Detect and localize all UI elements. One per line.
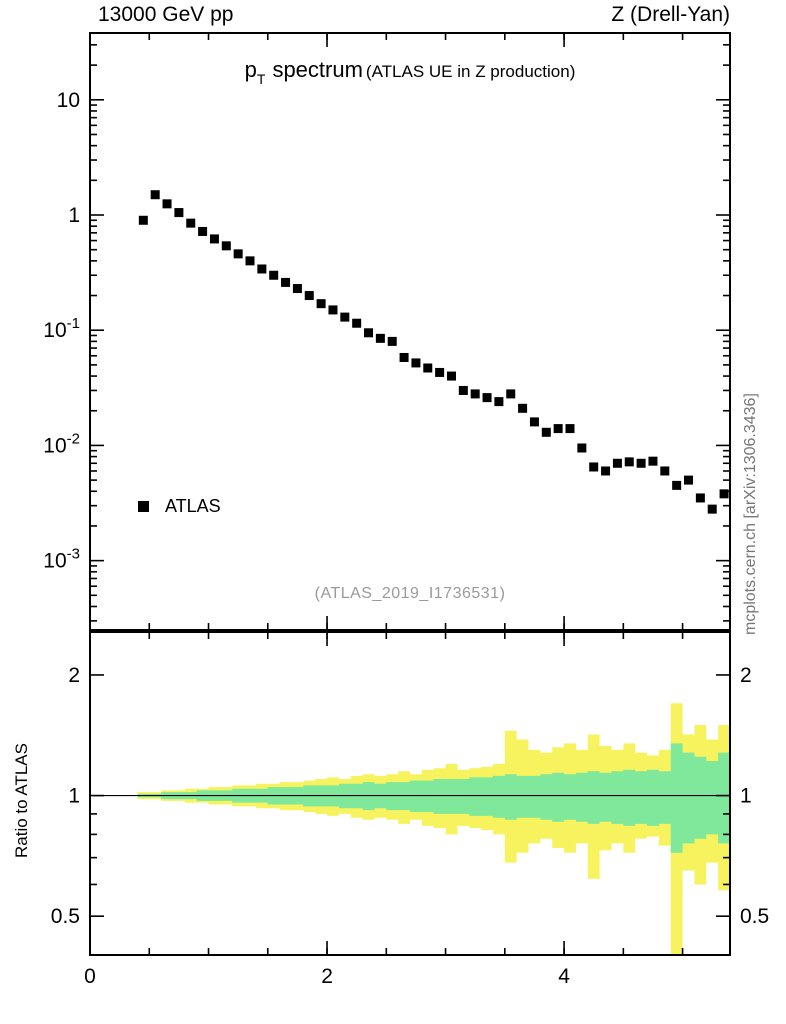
pt-subscript: T — [256, 71, 266, 87]
data-marker — [589, 462, 599, 472]
data-marker — [707, 504, 717, 514]
data-marker — [672, 480, 682, 490]
data-marker — [162, 199, 172, 209]
atlas-square-marker-icon — [138, 501, 149, 512]
data-marker — [364, 328, 374, 338]
data-marker — [209, 234, 219, 244]
ratio-panel-frame — [89, 631, 731, 956]
data-marker — [518, 403, 528, 413]
data-marker — [494, 397, 504, 407]
data-marker — [470, 389, 480, 399]
ratio-axis-label: Ratio to ATLAS — [12, 743, 31, 858]
main-panel-frame — [89, 32, 731, 631]
data-marker — [435, 367, 445, 377]
data-marker — [423, 363, 433, 373]
data-marker — [387, 336, 397, 346]
data-marker — [565, 424, 575, 434]
data-marker — [328, 305, 338, 315]
data-marker — [375, 333, 385, 343]
data-marker — [399, 352, 409, 362]
plot-title: pT spectrum (ATLAS UE in Z production) — [90, 57, 730, 87]
data-marker — [292, 284, 302, 294]
data-marker — [719, 489, 729, 499]
data-marker — [601, 466, 611, 476]
y-tick-label: 10-2 — [43, 430, 80, 457]
data-marker — [221, 241, 231, 251]
uncertainty-band-outer — [137, 703, 730, 955]
data-marker — [660, 466, 670, 476]
data-marker — [612, 458, 622, 468]
process-label: Z (Drell-Yan) — [611, 3, 730, 26]
data-marker — [316, 299, 326, 309]
data-marker — [446, 371, 456, 381]
data-marker — [269, 270, 279, 280]
data-marker — [281, 277, 291, 287]
atlas-data-points — [138, 190, 729, 514]
data-marker — [648, 456, 658, 466]
svg-text:4: 4 — [558, 965, 570, 988]
data-marker — [233, 249, 243, 259]
svg-text:2: 2 — [68, 664, 80, 687]
data-marker — [541, 427, 551, 437]
svg-text:2: 2 — [321, 965, 333, 988]
data-marker — [304, 291, 314, 301]
svg-text:0.5: 0.5 — [51, 905, 80, 928]
pt-symbol: p — [244, 57, 257, 82]
data-marker — [684, 475, 694, 485]
uncertainty-band-inner — [137, 743, 730, 853]
title-context: (ATLAS UE in Z production) — [365, 62, 576, 81]
data-marker — [138, 215, 148, 225]
data-marker — [506, 389, 516, 399]
mcplots-attribution: mcplots.cern.ch [arXiv:1306.3436] — [742, 393, 759, 635]
data-marker — [482, 393, 492, 403]
uncertainty-bands — [137, 703, 730, 955]
data-marker — [245, 256, 255, 266]
analysis-id-watermark: (ATLAS_2019_I1736531) — [314, 585, 506, 602]
y-tick-label: 10-3 — [43, 546, 80, 573]
y-tick-label: 10-1 — [43, 315, 80, 342]
data-marker — [198, 226, 208, 236]
data-marker — [411, 358, 421, 368]
data-marker — [257, 264, 267, 274]
data-marker — [186, 218, 196, 228]
svg-text:1: 1 — [740, 785, 752, 808]
title-text: spectrum — [272, 57, 363, 82]
data-marker — [150, 190, 160, 200]
data-marker — [553, 424, 563, 434]
data-marker — [174, 208, 184, 218]
data-marker — [352, 318, 362, 328]
data-marker — [577, 443, 587, 453]
data-marker — [624, 457, 634, 467]
data-marker — [636, 458, 646, 468]
svg-text:0: 0 — [84, 965, 96, 988]
svg-text:2: 2 — [740, 664, 752, 687]
svg-text:0.5: 0.5 — [740, 905, 769, 928]
legend-label-atlas: ATLAS — [165, 496, 221, 516]
beam-energy-label: 13000 GeV pp — [98, 3, 234, 26]
svg-text:1: 1 — [68, 785, 80, 808]
data-marker — [695, 493, 705, 503]
y-tick-label: 10 — [57, 89, 80, 112]
data-marker — [340, 312, 350, 322]
y-tick-label: 1 — [68, 204, 80, 227]
data-marker — [458, 385, 468, 395]
legend: ATLAS — [138, 496, 221, 517]
data-marker — [529, 417, 539, 427]
